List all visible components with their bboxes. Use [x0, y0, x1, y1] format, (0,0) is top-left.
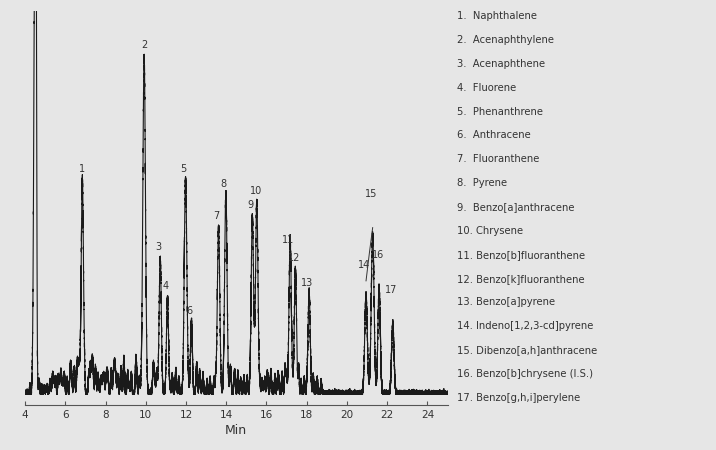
Text: 1.  Naphthalene: 1. Naphthalene	[457, 11, 537, 21]
Text: 17. Benzo[g,h,i]perylene: 17. Benzo[g,h,i]perylene	[457, 393, 580, 403]
Text: 11. Benzo[b]fluoranthene: 11. Benzo[b]fluoranthene	[457, 250, 585, 260]
X-axis label: Min: Min	[226, 424, 247, 437]
Text: 9: 9	[247, 200, 253, 210]
Text: 1: 1	[79, 164, 85, 175]
Text: 12: 12	[288, 253, 301, 263]
Text: 15: 15	[364, 189, 377, 199]
Text: 3: 3	[155, 243, 161, 252]
Text: 13: 13	[301, 278, 313, 288]
Text: 4: 4	[163, 282, 168, 292]
Text: 5: 5	[180, 164, 187, 175]
Text: 3.  Acenaphthene: 3. Acenaphthene	[457, 59, 545, 69]
Text: 2: 2	[141, 40, 147, 50]
Text: 10: 10	[250, 186, 262, 196]
Text: 6.  Anthracene: 6. Anthracene	[457, 130, 531, 140]
Text: 8.  Pyrene: 8. Pyrene	[457, 178, 507, 188]
Text: 16: 16	[372, 250, 384, 260]
Text: 16. Benzo[b]chrysene (I.S.): 16. Benzo[b]chrysene (I.S.)	[457, 369, 593, 379]
Text: 14: 14	[358, 260, 370, 270]
Text: 13. Benzo[a]pyrene: 13. Benzo[a]pyrene	[457, 297, 555, 307]
Text: 10. Chrysene: 10. Chrysene	[457, 226, 523, 236]
Text: 15. Dibenzo[a,h]anthracene: 15. Dibenzo[a,h]anthracene	[457, 345, 597, 355]
Text: 8: 8	[221, 179, 227, 189]
Text: 14. Indeno[1,2,3-cd]pyrene: 14. Indeno[1,2,3-cd]pyrene	[457, 321, 593, 331]
Text: 7.  Fluoranthene: 7. Fluoranthene	[457, 154, 539, 164]
Text: 9.  Benzo[a]anthracene: 9. Benzo[a]anthracene	[457, 202, 574, 212]
Text: 2.  Acenaphthylene: 2. Acenaphthylene	[457, 35, 553, 45]
Text: 4.  Fluorene: 4. Fluorene	[457, 83, 516, 93]
Text: 6: 6	[186, 306, 193, 316]
Text: 11: 11	[282, 235, 294, 245]
Text: 17: 17	[384, 285, 397, 295]
Text: 12. Benzo[k]fluoranthene: 12. Benzo[k]fluoranthene	[457, 274, 584, 284]
Text: 5.  Phenanthrene: 5. Phenanthrene	[457, 107, 543, 117]
Text: 7: 7	[213, 211, 220, 220]
